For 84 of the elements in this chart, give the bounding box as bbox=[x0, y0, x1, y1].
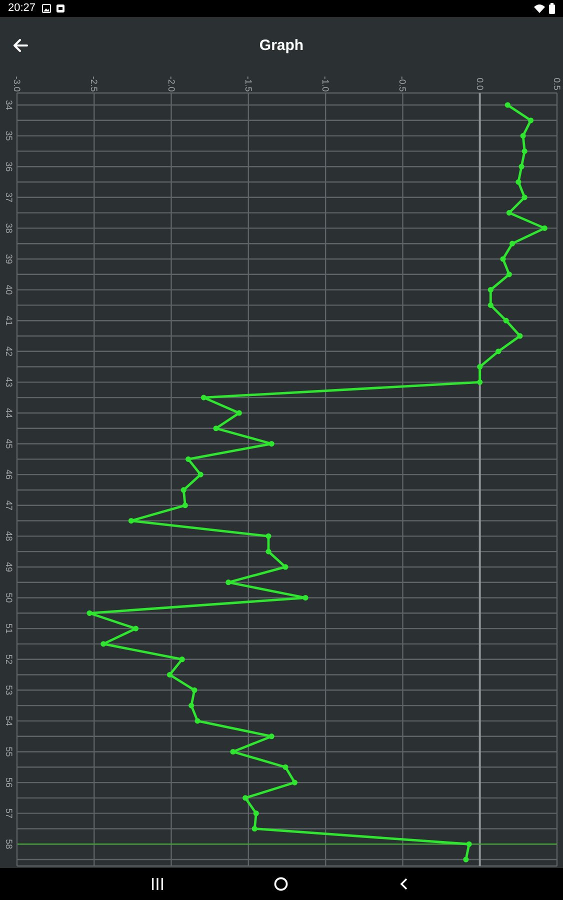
y-tick-label: 57 bbox=[4, 808, 14, 818]
point bbox=[268, 440, 274, 447]
y-tick-label: 41 bbox=[4, 316, 14, 326]
point bbox=[463, 856, 469, 862]
y-tick-label: 46 bbox=[4, 470, 14, 480]
point bbox=[198, 472, 204, 478]
y-tick-label: 50 bbox=[4, 592, 14, 603]
y-tick-label: 42 bbox=[4, 346, 14, 356]
point bbox=[503, 318, 509, 324]
point bbox=[522, 194, 528, 200]
y-tick-label: 45 bbox=[4, 438, 14, 449]
point bbox=[266, 548, 272, 554]
point bbox=[128, 518, 134, 524]
y-tick-label: 35 bbox=[4, 130, 14, 141]
point bbox=[282, 764, 288, 770]
point bbox=[266, 533, 272, 539]
y-tick-label: 54 bbox=[4, 716, 14, 726]
x-tick-label: -3.0 bbox=[12, 76, 22, 92]
x-tick-label: -0.5 bbox=[398, 76, 408, 92]
point bbox=[200, 394, 206, 400]
point bbox=[180, 487, 186, 493]
point bbox=[213, 426, 219, 432]
x-tick-label: 0.5 bbox=[552, 78, 562, 90]
y-tick-label: 48 bbox=[4, 531, 14, 542]
point bbox=[302, 594, 308, 601]
point bbox=[252, 826, 258, 832]
point bbox=[496, 348, 502, 354]
point bbox=[100, 641, 106, 647]
y-tick-label: 49 bbox=[4, 562, 14, 572]
point bbox=[506, 210, 512, 216]
y-tick-label: 56 bbox=[4, 778, 14, 788]
point bbox=[133, 626, 139, 632]
x-tick-label: 0.0 bbox=[474, 78, 485, 90]
point bbox=[292, 780, 298, 786]
point bbox=[542, 225, 548, 231]
y-tick-label: 39 bbox=[4, 254, 14, 264]
point bbox=[517, 333, 523, 339]
point bbox=[477, 364, 483, 370]
y-tick-label: 36 bbox=[4, 162, 14, 172]
y-tick-label: 51 bbox=[4, 624, 14, 634]
y-tick-label: 37 bbox=[4, 192, 14, 202]
x-tick-label: -2.0 bbox=[166, 76, 176, 92]
point bbox=[477, 379, 483, 385]
point bbox=[506, 272, 512, 278]
point bbox=[192, 687, 198, 693]
point bbox=[253, 810, 259, 816]
y-tick-label: 52 bbox=[4, 654, 14, 664]
point bbox=[488, 286, 494, 293]
point bbox=[188, 702, 194, 708]
point bbox=[86, 610, 92, 616]
point bbox=[509, 240, 516, 246]
point bbox=[236, 410, 242, 416]
point bbox=[282, 564, 288, 570]
point bbox=[185, 456, 192, 462]
text: 20:27 bbox=[8, 2, 36, 15]
y-tick-label: 55 bbox=[4, 746, 14, 757]
y-tick-label: 47 bbox=[4, 500, 14, 510]
point bbox=[194, 718, 200, 724]
point bbox=[466, 841, 472, 847]
y-tick-label: 34 bbox=[4, 100, 14, 110]
point bbox=[500, 256, 506, 262]
point bbox=[518, 164, 524, 170]
point bbox=[166, 672, 173, 678]
point bbox=[182, 502, 188, 508]
point bbox=[179, 656, 185, 662]
y-tick-label: 53 bbox=[4, 685, 14, 696]
point bbox=[504, 102, 510, 108]
point bbox=[516, 179, 522, 185]
x-tick-label: -1.5 bbox=[243, 76, 254, 92]
x-tick-label: -2.5 bbox=[89, 76, 100, 92]
point bbox=[520, 133, 526, 139]
point bbox=[528, 118, 534, 124]
x-tick-label: -1.0 bbox=[320, 76, 331, 92]
y-tick-label: 38 bbox=[4, 223, 14, 234]
y-tick-label: 40 bbox=[4, 284, 14, 295]
chart-title: Graph bbox=[259, 37, 304, 55]
y-tick-label: 44 bbox=[4, 408, 14, 418]
y-tick-label: 43 bbox=[4, 377, 14, 388]
point bbox=[268, 734, 274, 740]
point bbox=[230, 748, 236, 755]
point bbox=[522, 148, 528, 154]
y-tick-label: 58 bbox=[4, 839, 14, 850]
point bbox=[488, 302, 494, 308]
point bbox=[242, 795, 248, 801]
